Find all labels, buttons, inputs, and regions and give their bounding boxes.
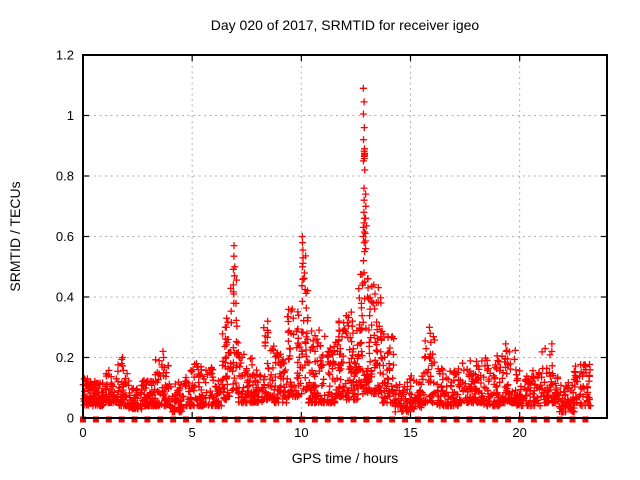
- y-tick-label: 0.4: [56, 290, 74, 305]
- y-tick-label: 0.6: [56, 229, 74, 244]
- y-axis-label: SRMTID / TECUs: [7, 181, 23, 291]
- srmtid-plus-markers: [79, 84, 595, 416]
- x-tick-label: 0: [79, 425, 86, 440]
- y-tick-label: 0.2: [56, 350, 74, 365]
- y-tick-label: 1: [67, 108, 74, 123]
- x-tick-label: 5: [189, 425, 196, 440]
- tick-labels: 0 5 10 15 20 0 0.2 0.4 0.6 0.8 1 1.2: [56, 48, 527, 441]
- plot-border: [82, 54, 608, 419]
- x-tick-label: 20: [512, 425, 526, 440]
- x-tick-label: 15: [403, 425, 417, 440]
- y-tick-label: 1.2: [56, 48, 74, 63]
- data-points: [79, 84, 595, 423]
- x-tick-label: 10: [294, 425, 308, 440]
- x-axis-label: GPS time / hours: [292, 450, 399, 466]
- y-tick-label: 0.8: [56, 169, 74, 184]
- chart-title: Day 020 of 2017, SRMTID for receiver ige…: [211, 17, 480, 33]
- y-tick-label: 0: [67, 411, 74, 426]
